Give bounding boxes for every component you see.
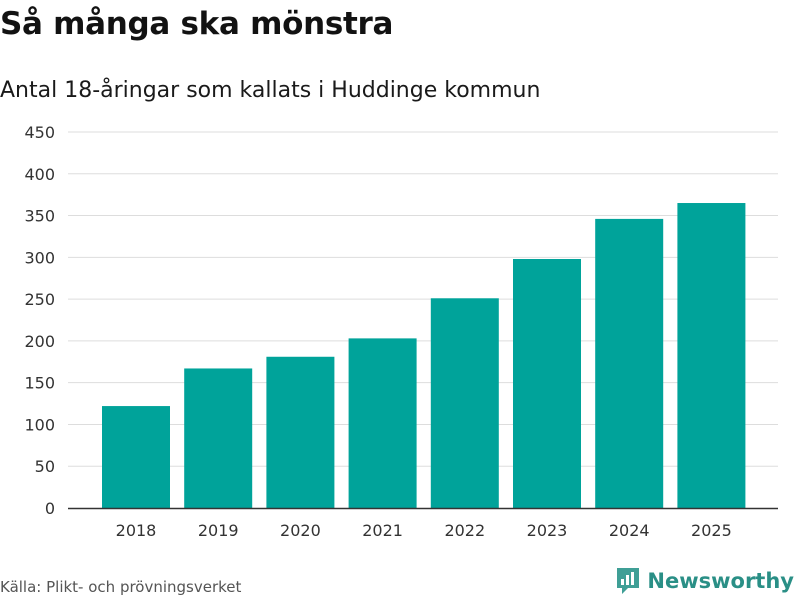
y-tick-label: 200: [24, 332, 55, 351]
bar-2023: [513, 259, 581, 508]
x-tick-label-2024: 2024: [609, 521, 650, 540]
y-tick-label: 300: [24, 248, 55, 267]
bar-2021: [348, 338, 417, 508]
y-tick-label: 0: [45, 499, 55, 518]
bar-2019: [184, 368, 253, 508]
y-tick-label: 450: [24, 123, 55, 142]
x-tick-label-2020: 2020: [280, 521, 321, 540]
bars: [102, 203, 746, 509]
x-tick-label-2023: 2023: [527, 521, 568, 540]
y-tick-label: 350: [24, 207, 55, 226]
bar-chart: 0 50 100 150 200 250 300 350 400 450 2018 2019 2020…: [24, 123, 778, 540]
y-tick-label: 150: [24, 374, 55, 393]
bar-2018: [102, 406, 170, 508]
bar-2025: [677, 203, 746, 508]
y-tick-label: 250: [24, 290, 55, 309]
x-tick-label-2021: 2021: [362, 521, 403, 540]
newsworthy-logo-icon: [617, 568, 640, 594]
x-tick-label-2018: 2018: [116, 521, 157, 540]
bar-2022: [430, 298, 499, 508]
y-tick-label: 400: [24, 165, 55, 184]
y-tick-label: 100: [24, 415, 55, 434]
brand-name: Newsworthy: [647, 569, 794, 593]
y-axis-ticks: 0 50 100 150 200 250 300 350 400 450: [24, 123, 55, 518]
brand-logo: Newsworthy: [615, 566, 794, 596]
chart-title: Så många ska mönstra: [0, 6, 394, 42]
chart-subtitle: Antal 18-åringar som kallats i Huddinge …: [0, 78, 541, 103]
x-tick-label-2022: 2022: [444, 521, 485, 540]
x-axis-ticks: 2018 2019 2020 2021 2022 2023 2024 2025: [116, 521, 732, 540]
bar-2024: [595, 218, 664, 509]
x-tick-label-2025: 2025: [691, 521, 732, 540]
source-note: Källa: Plikt- och prövningsverket: [0, 578, 242, 596]
x-tick-label-2019: 2019: [198, 521, 239, 540]
grid-lines: [68, 131, 778, 467]
y-tick-label: 50: [35, 457, 55, 476]
bar-2020: [266, 356, 335, 508]
